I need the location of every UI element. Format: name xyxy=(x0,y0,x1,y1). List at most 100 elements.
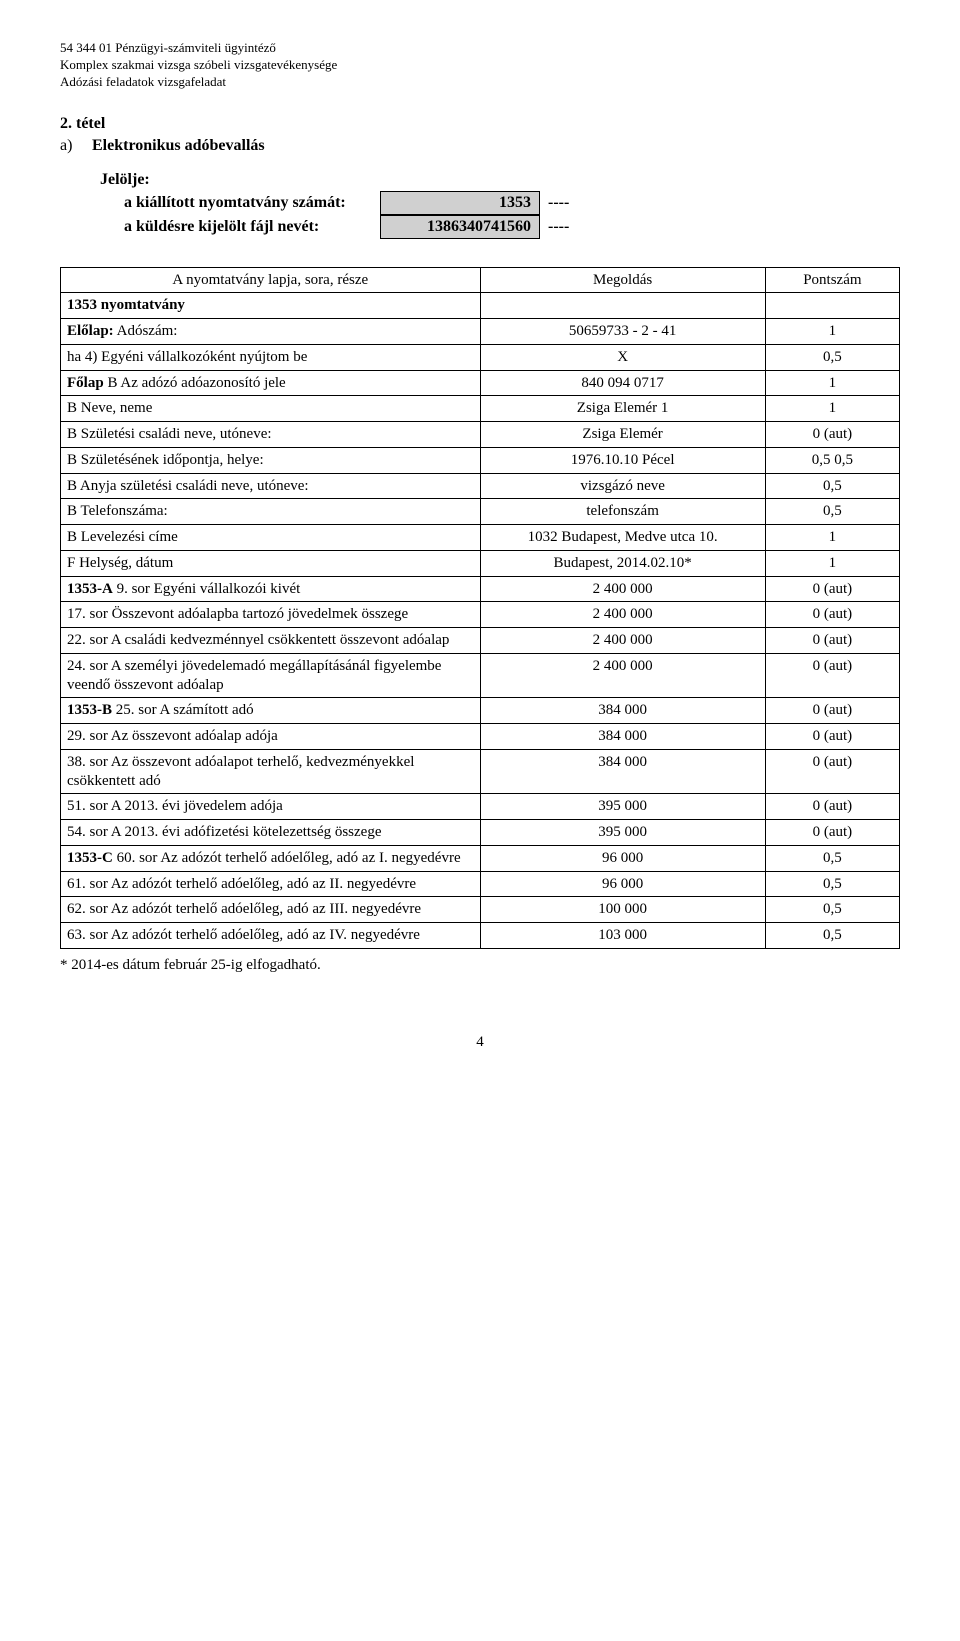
jelolje-value-box: 1353 xyxy=(380,191,540,215)
table-row: 54. sor A 2013. évi adófizetési köteleze… xyxy=(61,820,900,846)
table-row: 1353-A 9. sor Egyéni vállalkozói kivét2 … xyxy=(61,576,900,602)
cell-desc: 17. sor Összevont adóalapba tartozó jöve… xyxy=(61,602,481,628)
cell-solution: 2 400 000 xyxy=(480,602,765,628)
cell-points: 0 (aut) xyxy=(765,724,899,750)
cell-solution: 395 000 xyxy=(480,794,765,820)
cell-desc: 62. sor Az adózót terhelő adóelőleg, adó… xyxy=(61,897,481,923)
page-header: 54 344 01 Pénzügyi-számviteli ügyintéző … xyxy=(60,40,900,91)
cell-desc: B Anyja születési családi neve, utóneve: xyxy=(61,473,481,499)
cell-desc: B Születésének időpontja, helye: xyxy=(61,447,481,473)
table-row: B Telefonszáma:telefonszám0,5 xyxy=(61,499,900,525)
cell-solution: 96 000 xyxy=(480,871,765,897)
cell-points: 0,5 xyxy=(765,845,899,871)
cell-solution: 103 000 xyxy=(480,923,765,949)
table-row: 63. sor Az adózót terhelő adóelőleg, adó… xyxy=(61,923,900,949)
cell-desc: 38. sor Az összevont adóalapot terhelő, … xyxy=(61,749,481,794)
cell-points: 0,5 xyxy=(765,923,899,949)
cell-desc: 22. sor A családi kedvezménnyel csökkent… xyxy=(61,628,481,654)
cell-solution: 96 000 xyxy=(480,845,765,871)
th-points: Pontszám xyxy=(765,267,899,293)
table-row: B Születési családi neve, utóneve:Zsiga … xyxy=(61,422,900,448)
cell-points: 0,5 xyxy=(765,473,899,499)
cell-desc: 24. sor A személyi jövedelemadó megállap… xyxy=(61,653,481,698)
cell-desc: 51. sor A 2013. évi jövedelem adója xyxy=(61,794,481,820)
cell-points: 0,5 xyxy=(765,897,899,923)
cell-solution: 2 400 000 xyxy=(480,576,765,602)
jelolje-value-box: 1386340741560 xyxy=(380,215,540,239)
table-row: 1353-B 25. sor A számított adó384 0000 (… xyxy=(61,698,900,724)
table-row: 38. sor Az összevont adóalapot terhelő, … xyxy=(61,749,900,794)
cell-solution: 840 094 0717 xyxy=(480,370,765,396)
tetel-text: 2. tétel xyxy=(60,115,105,132)
cell-points: 0 (aut) xyxy=(765,794,899,820)
jelolje-dashes: ---- xyxy=(540,194,569,212)
cell-solution: Zsiga Elemér 1 xyxy=(480,396,765,422)
cell-desc: 1353-B 25. sor A számított adó xyxy=(61,698,481,724)
jelolje-label: a kiállított nyomtatvány számát: xyxy=(100,194,380,212)
cell-solution: 1032 Budapest, Medve utca 10. xyxy=(480,525,765,551)
page-number: 4 xyxy=(60,1034,900,1051)
header-line-3: Adózási feladatok vizsgafeladat xyxy=(60,74,900,91)
jelolje-title: Jelölje: xyxy=(100,171,900,189)
footnote: * 2014-es dátum február 25-ig elfogadhat… xyxy=(60,957,900,974)
cell-desc: 1353-A 9. sor Egyéni vállalkozói kivét xyxy=(61,576,481,602)
cell-points: 1 xyxy=(765,319,899,345)
cell-solution: 50659733 - 2 - 41 xyxy=(480,319,765,345)
cell-desc: 63. sor Az adózót terhelő adóelőleg, adó… xyxy=(61,923,481,949)
cell-desc: Főlap B Az adózó adóazonosító jele xyxy=(61,370,481,396)
table-row: 22. sor A családi kedvezménnyel csökkent… xyxy=(61,628,900,654)
th-desc: A nyomtatvány lapja, sora, része xyxy=(61,267,481,293)
cell-points: 0 (aut) xyxy=(765,576,899,602)
table-row: 62. sor Az adózót terhelő adóelőleg, adó… xyxy=(61,897,900,923)
cell-solution: Budapest, 2014.02.10* xyxy=(480,550,765,576)
cell-points: 0,5 xyxy=(765,871,899,897)
table-head-row: A nyomtatvány lapja, sora, része Megoldá… xyxy=(61,267,900,293)
cell-solution: 384 000 xyxy=(480,698,765,724)
header-line-2: Komplex szakmai vizsga szóbeli vizsgatev… xyxy=(60,57,900,74)
cell-solution: 395 000 xyxy=(480,820,765,846)
cell-desc: 29. sor Az összevont adóalap adója xyxy=(61,724,481,750)
cell-points: 1 xyxy=(765,550,899,576)
cell-solution: 100 000 xyxy=(480,897,765,923)
table-row: B Anyja születési családi neve, utóneve:… xyxy=(61,473,900,499)
cell-desc: B Születési családi neve, utóneve: xyxy=(61,422,481,448)
cell-desc: 61. sor Az adózót terhelő adóelőleg, adó… xyxy=(61,871,481,897)
cell-desc: 54. sor A 2013. évi adófizetési köteleze… xyxy=(61,820,481,846)
solution-table: A nyomtatvány lapja, sora, része Megoldá… xyxy=(60,267,900,949)
table-row: 24. sor A személyi jövedelemadó megállap… xyxy=(61,653,900,698)
cell-solution: 384 000 xyxy=(480,749,765,794)
part-a-row: a) Elektronikus adóbevallás xyxy=(60,137,900,155)
cell-points: 0,5 xyxy=(765,344,899,370)
cell-solution xyxy=(480,293,765,319)
cell-desc: Előlap: Adószám: xyxy=(61,319,481,345)
jelolje-row: a kiállított nyomtatvány számát:1353---- xyxy=(100,191,900,215)
cell-desc: 1353 nyomtatvány xyxy=(61,293,481,319)
cell-points: 0 (aut) xyxy=(765,422,899,448)
cell-points: 0 (aut) xyxy=(765,653,899,698)
jelolje-block: Jelölje: a kiállított nyomtatvány számát… xyxy=(100,171,900,239)
table-row: B Születésének időpontja, helye:1976.10.… xyxy=(61,447,900,473)
cell-points: 0 (aut) xyxy=(765,820,899,846)
cell-solution: X xyxy=(480,344,765,370)
cell-points xyxy=(765,293,899,319)
part-a-label: a) xyxy=(60,137,88,155)
table-row: ha 4) Egyéni vállalkozóként nyújtom beX0… xyxy=(61,344,900,370)
cell-desc: F Helység, dátum xyxy=(61,550,481,576)
header-line-1: 54 344 01 Pénzügyi-számviteli ügyintéző xyxy=(60,40,900,57)
cell-points: 0,5 xyxy=(765,499,899,525)
table-row: 51. sor A 2013. évi jövedelem adója395 0… xyxy=(61,794,900,820)
jelolje-dashes: ---- xyxy=(540,218,569,236)
table-row: Főlap B Az adózó adóazonosító jele840 09… xyxy=(61,370,900,396)
cell-solution: 384 000 xyxy=(480,724,765,750)
cell-solution: vizsgázó neve xyxy=(480,473,765,499)
table-row: B Neve, nemeZsiga Elemér 11 xyxy=(61,396,900,422)
cell-desc: 1353-C 60. sor Az adózót terhelő adóelől… xyxy=(61,845,481,871)
table-row: 17. sor Összevont adóalapba tartozó jöve… xyxy=(61,602,900,628)
table-row: 1353-C 60. sor Az adózót terhelő adóelől… xyxy=(61,845,900,871)
table-row: B Levelezési címe1032 Budapest, Medve ut… xyxy=(61,525,900,551)
jelolje-row: a küldésre kijelölt fájl nevét:138634074… xyxy=(100,215,900,239)
part-a-text: Elektronikus adóbevallás xyxy=(92,137,265,154)
cell-points: 0,5 0,5 xyxy=(765,447,899,473)
cell-desc: B Telefonszáma: xyxy=(61,499,481,525)
jelolje-label: a küldésre kijelölt fájl nevét: xyxy=(100,218,380,236)
